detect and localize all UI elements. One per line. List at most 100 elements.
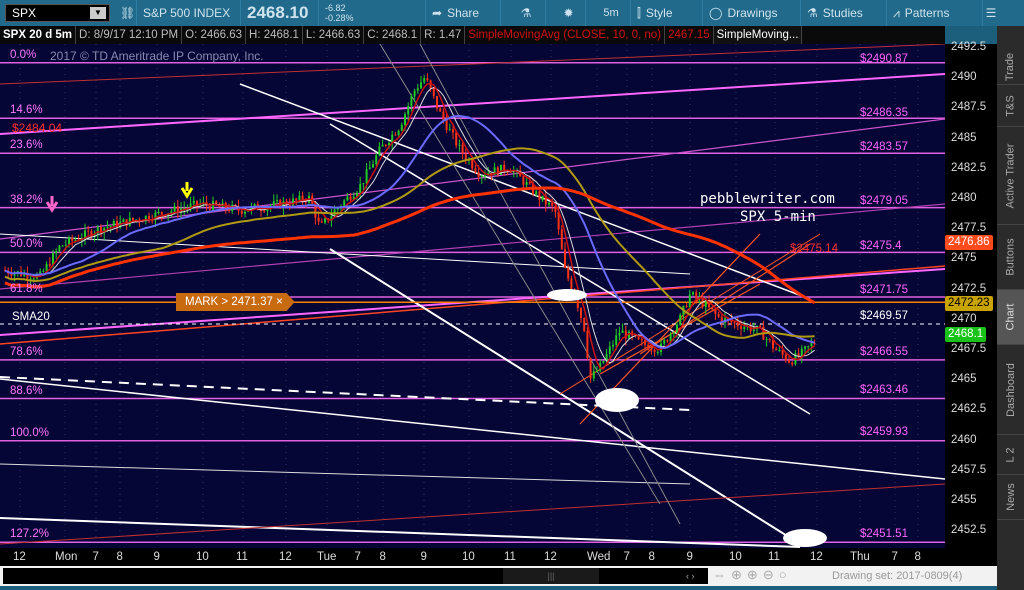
- study-label[interactable]: SimpleMovingAvg (CLOSE, 10, 0, no): [465, 26, 666, 44]
- zoom-in-icon[interactable]: ⊕: [746, 567, 763, 582]
- sidebar-tab-buttons[interactable]: Buttons: [997, 225, 1024, 290]
- crosshair-icon[interactable]: ⊕: [731, 567, 747, 582]
- bar-open: O: 2466.63: [182, 26, 247, 44]
- pan-icon[interactable]: ⇔: [713, 567, 731, 582]
- time-tick: 7: [354, 551, 361, 563]
- candle: [160, 211, 163, 215]
- time-tick: 7: [92, 551, 99, 563]
- candle: [109, 225, 112, 227]
- time-tick: 8: [648, 551, 655, 563]
- candle: [157, 211, 160, 213]
- sma20-label: SMA20: [12, 311, 50, 323]
- price-tick: 2482.5: [951, 161, 987, 174]
- candle: [612, 344, 614, 347]
- candle: [349, 196, 352, 200]
- timeframe-button[interactable]: 5m: [585, 0, 630, 26]
- time-tick: 12: [13, 551, 26, 563]
- candle: [240, 210, 243, 214]
- time-tick: 8: [379, 551, 386, 563]
- candle: [650, 349, 653, 351]
- sidebar-tab-news[interactable]: News: [997, 475, 1024, 520]
- candle: [397, 130, 400, 136]
- sma100-curve: [4, 147, 815, 339]
- candle: [301, 195, 304, 202]
- patterns-button[interactable]: ⩘ Patterns: [886, 0, 982, 26]
- candle: [570, 278, 573, 290]
- candle: [711, 307, 714, 310]
- mark-label[interactable]: MARK > 2471.37 ×: [176, 293, 295, 311]
- candle: [490, 173, 493, 176]
- drawing-set[interactable]: Drawing set: 2017-0809(4): [832, 570, 963, 582]
- style-button[interactable]: ⫿ Style: [630, 0, 702, 26]
- candle: [100, 226, 102, 233]
- price-chart[interactable]: 2017 © TD Ameritrade IP Company, Inc. pe…: [0, 44, 945, 548]
- chart-canvas[interactable]: [0, 44, 945, 548]
- study2-label[interactable]: SimpleMoving...: [713, 26, 803, 44]
- sidebar-tab-label: Trade: [1004, 52, 1017, 82]
- candle: [144, 215, 147, 222]
- candle: [336, 207, 339, 210]
- candle: [567, 267, 570, 279]
- candle: [122, 219, 125, 222]
- sidebar-tab-active-trader[interactable]: Active Trader: [997, 127, 1024, 225]
- candle: [528, 182, 531, 184]
- time-tick: Wed: [587, 551, 611, 563]
- candle: [752, 329, 755, 332]
- price-tick: 2470: [951, 312, 977, 325]
- symbol-selector[interactable]: SPX ▼: [5, 4, 110, 22]
- candle: [292, 198, 294, 206]
- sidebar-tab-label: L 2: [1004, 447, 1017, 462]
- highlight-ellipse: [595, 388, 639, 412]
- menu-button[interactable]: ☰: [982, 0, 997, 26]
- price-axis[interactable]: 2492.5 2490 2487.5 2485 2482.5 2480 2477.5 2475…: [945, 41, 997, 548]
- sidebar-tab-t-s[interactable]: T&S: [997, 85, 1024, 127]
- sidebar-tab-label: News: [1004, 483, 1017, 511]
- time-tick: 9: [153, 551, 160, 563]
- left-price-tag: $2484.04: [12, 121, 63, 135]
- time-axis[interactable]: 12 Mon 7 8 9 10 11 12 Tue 7 8 9 10 11 12 Wed 7 8 9 10 11 12 Th…: [0, 548, 997, 566]
- trend-line: [0, 44, 945, 85]
- sidebar-tab-chart[interactable]: Chart: [997, 290, 1024, 345]
- scrollbar-thumb[interactable]: |||: [503, 568, 599, 584]
- candle: [295, 198, 298, 200]
- candle: [692, 292, 694, 295]
- sidebar-tab-dashboard[interactable]: Dashboard: [997, 345, 1024, 435]
- fib-label: 14.6%: [10, 104, 43, 117]
- horizontal-scrollbar[interactable]: |||: [3, 568, 708, 584]
- trend-line: [639, 243, 811, 355]
- studies-button[interactable]: ⚗ Studies: [800, 0, 886, 26]
- candle: [106, 226, 109, 228]
- reset-icon[interactable]: ○: [778, 567, 792, 582]
- zoom-out-icon[interactable]: ⊖: [762, 567, 779, 582]
- candle: [68, 237, 70, 245]
- drawings-button[interactable]: ◯ Drawings: [702, 0, 800, 26]
- price-tick: 2472.5: [951, 282, 987, 295]
- ellipse-icon: ◯: [709, 6, 723, 20]
- sidebar-tab-trade[interactable]: Trade: [997, 50, 1024, 85]
- candle: [362, 182, 365, 184]
- scroll-arrows[interactable]: ‹ ›: [686, 571, 695, 581]
- sidebar-tab-l-2[interactable]: L 2: [997, 435, 1024, 475]
- settings-button[interactable]: ✹: [545, 0, 585, 26]
- highlight-ellipse: [547, 289, 587, 301]
- candle: [378, 146, 381, 156]
- candle: [304, 201, 307, 203]
- link-icon[interactable]: ⛓: [120, 6, 136, 20]
- chevron-down-icon[interactable]: ▼: [90, 7, 106, 19]
- candle: [272, 201, 275, 206]
- candle: [813, 343, 816, 345]
- candle: [410, 96, 413, 107]
- time-tick: 10: [462, 551, 475, 563]
- yellow-arrow-icon: [180, 182, 194, 199]
- candle: [759, 325, 762, 327]
- candle: [208, 205, 211, 210]
- candle: [365, 169, 368, 183]
- flask-button[interactable]: ⚗: [500, 0, 545, 26]
- candle: [416, 88, 419, 91]
- price-change: -6.82 -0.28%: [318, 0, 368, 26]
- share-button[interactable]: ➦ Share: [425, 0, 500, 26]
- candle: [154, 212, 157, 221]
- candle: [276, 200, 278, 202]
- candle: [64, 244, 67, 246]
- candle: [576, 296, 579, 309]
